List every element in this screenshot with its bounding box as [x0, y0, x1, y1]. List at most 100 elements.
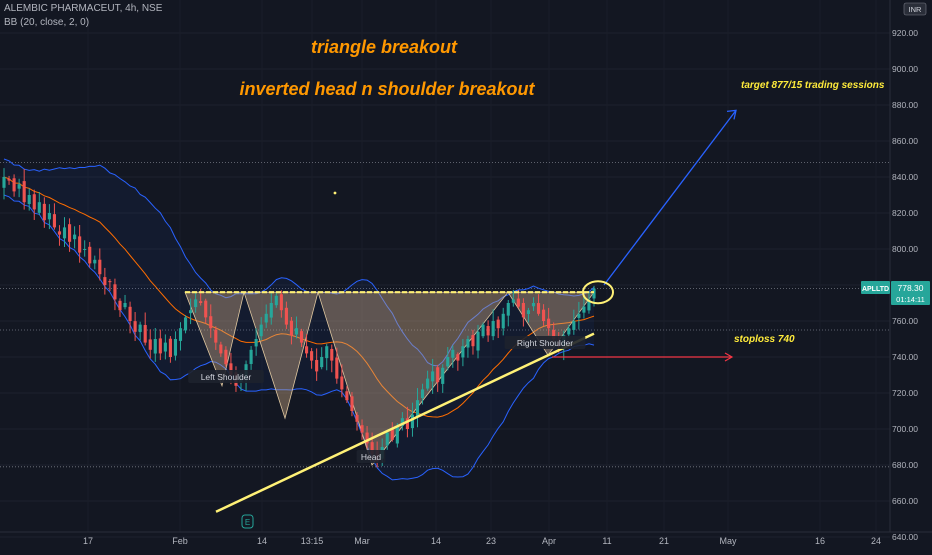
price-tick-label: 760.00 [892, 316, 918, 326]
candle-body [189, 310, 193, 314]
price-tag-countdown: 01:14:11 [896, 295, 925, 304]
time-tick-label: 24 [871, 536, 881, 546]
price-tag-symbol: APLLTD [862, 286, 889, 293]
candle-body [496, 319, 500, 329]
right-shoulder-label: Right Shoulder [517, 338, 573, 348]
candle-body [552, 329, 556, 339]
candle-body [78, 236, 82, 253]
candle-body [305, 346, 309, 354]
candle-body [481, 324, 485, 337]
time-tick-label: 21 [659, 536, 669, 546]
candle-body [536, 303, 541, 314]
time-tick-label: 11 [602, 536, 611, 546]
time-axis: 17 Feb 14 13:15 Mar 14 23 Apr 11 21 May 16 24 [0, 531, 932, 546]
candle-body [506, 303, 510, 316]
candle-body [360, 425, 364, 433]
candle-body [395, 425, 399, 444]
price-tick-label: 740.00 [892, 352, 918, 362]
time-tick-label: Feb [172, 536, 188, 546]
candle-body [335, 357, 339, 379]
candle-body [128, 306, 132, 321]
candle-body [572, 321, 576, 330]
candle-body [587, 299, 591, 311]
target-arrow-head [726, 109, 737, 120]
candle-body [153, 339, 157, 354]
head-label-bg [356, 450, 386, 463]
candle-body [365, 432, 369, 444]
candle-body [340, 376, 344, 390]
left-shoulder-label: Left Shoulder [201, 372, 252, 382]
drawing-lines[interactable] [185, 109, 737, 513]
candle-body [294, 328, 299, 335]
candle-body [476, 331, 480, 351]
candle-body [415, 400, 420, 418]
candle-body [436, 367, 440, 383]
candle-body [47, 213, 51, 220]
candle-body [582, 306, 586, 313]
price-tag-bg [891, 281, 930, 306]
candle-body [138, 324, 142, 333]
candle-body [511, 299, 515, 303]
candle-body [249, 349, 253, 364]
candle-body [456, 354, 460, 361]
time-tick-label: 16 [815, 536, 825, 546]
candle-body [254, 339, 258, 347]
bollinger-upper-band [3, 158, 595, 367]
candle-body [521, 302, 525, 318]
stoploss-label: stoploss 740 [734, 334, 795, 345]
price-tick-label: 680.00 [892, 460, 918, 470]
candle-body [42, 203, 46, 221]
candle-body [143, 324, 147, 343]
candle-body [289, 320, 293, 336]
candle-body [32, 194, 36, 210]
candle-body [420, 389, 425, 399]
candle-body [12, 178, 16, 192]
candle-body [592, 288, 596, 299]
candle-body [461, 346, 465, 358]
candle-body [355, 414, 359, 422]
candle-body [22, 181, 26, 203]
candle-body [431, 371, 435, 382]
candle-body [113, 284, 117, 300]
candle-body [52, 214, 56, 228]
candle-body [491, 321, 495, 337]
price-tag-value: 778.30 [898, 283, 924, 293]
symbol-title[interactable]: ALEMBIC PHARMACEUT, 4h, NSE [4, 3, 163, 14]
candle-body [7, 178, 11, 181]
candle-body [320, 357, 324, 368]
candle-body [163, 342, 167, 352]
candle-body [183, 317, 188, 331]
candle-body [83, 249, 87, 250]
ascending-trendline [215, 332, 595, 513]
earnings-event-icon [241, 514, 254, 529]
candle-body [62, 227, 67, 239]
candle-body [405, 418, 409, 429]
price-tick-label: 840.00 [892, 172, 918, 182]
time-tick-label: 14 [257, 536, 267, 546]
candle-body [486, 326, 490, 336]
candle-body [158, 338, 162, 354]
candle-body [148, 339, 152, 350]
price-tick-label: 660.00 [892, 496, 918, 506]
price-tag-symbol-bg [861, 281, 890, 295]
price-tick-label: 700.00 [892, 424, 918, 434]
bollinger-lower-band [3, 194, 595, 481]
bollinger-band-fill [4, 159, 594, 480]
candle-body [67, 224, 72, 242]
candle-body [315, 359, 319, 372]
candle-body [567, 328, 571, 335]
price-tick-label: 880.00 [892, 100, 918, 110]
bollinger-bands [3, 158, 595, 481]
candle-body [542, 309, 546, 321]
candle-body [209, 316, 213, 329]
grid-layer [0, 32, 890, 538]
candle-body [214, 329, 218, 343]
candle-body [178, 328, 183, 341]
candle-body [400, 418, 404, 426]
indicator-legend[interactable]: BB (20, close, 2, 0) [4, 17, 90, 28]
title-triangle-breakout: triangle breakout [311, 37, 458, 57]
candle-body [370, 442, 374, 455]
candle-body [390, 428, 394, 440]
